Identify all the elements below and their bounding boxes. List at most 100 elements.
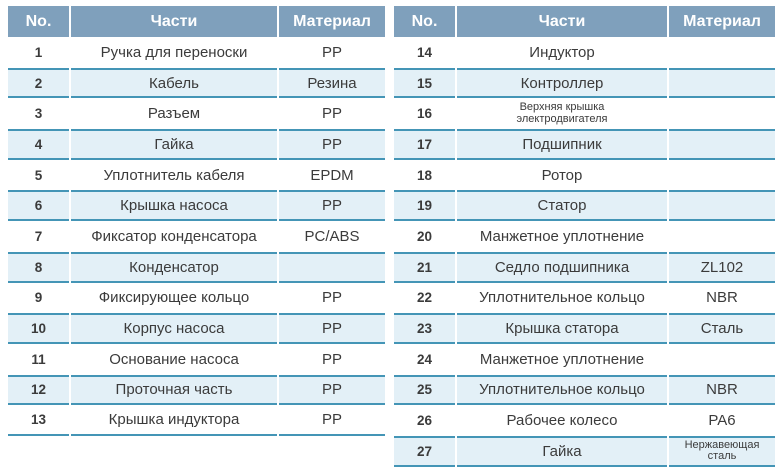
row-part-name: Статор (457, 190, 667, 222)
row-part-name: Крышка насоса (71, 190, 277, 222)
row-material: Сталь (669, 313, 775, 344)
header-no: No. (8, 6, 69, 37)
row-part-name: Контроллер (457, 67, 667, 99)
row-part-name: Верхняя крышка электродвигателя (457, 98, 667, 130)
row-material: PP (279, 405, 385, 436)
table-row: 8 Конденсатор (8, 251, 385, 283)
row-part-name: Корпус насоса (71, 313, 277, 344)
row-part-name: Индуктор (457, 37, 667, 68)
row-number: 2 (8, 67, 69, 99)
table-row: 11 Основание насоса PP (8, 343, 385, 375)
header-material: Материал (669, 6, 775, 37)
table-row: 4 Гайка PP (8, 129, 385, 160)
header-parts: Части (71, 6, 277, 37)
row-material: PP (279, 37, 385, 68)
table-row: 3 Разъем PP (8, 98, 385, 130)
row-number: 17 (394, 129, 455, 160)
table-header: No. Части Материал (8, 6, 385, 37)
row-number: 19 (394, 190, 455, 222)
table-body: 14 Индуктор 15 Контроллер 16 Верхняя крышка э… (394, 37, 775, 467)
row-number: 16 (394, 98, 455, 130)
row-material: PP (279, 98, 385, 130)
row-number: 27 (394, 435, 455, 467)
table-row: 7 Фиксатор конденсатора PC/ABS (8, 221, 385, 252)
row-part-name: Манжетное уплотнение (457, 221, 667, 252)
header-parts: Части (457, 6, 667, 37)
row-number: 1 (8, 37, 69, 68)
row-part-name: Разъем (71, 98, 277, 130)
row-part-name: Уплотнительное кольцо (457, 282, 667, 314)
row-part-name: Подшипник (457, 129, 667, 160)
row-material: NBR (669, 282, 775, 314)
table-row: 23 Крышка статора Сталь (394, 313, 775, 344)
table-row: 16 Верхняя крышка электродвигателя (394, 98, 775, 130)
row-number: 10 (8, 313, 69, 344)
row-number: 25 (394, 374, 455, 406)
row-material (669, 37, 775, 68)
row-material: PP (279, 190, 385, 222)
row-part-name: Крышка индуктора (71, 405, 277, 436)
row-material (669, 67, 775, 99)
row-material: Нержавеющая сталь (669, 435, 775, 467)
row-number: 22 (394, 282, 455, 314)
table-body: 1 Ручка для переноски PP 2 Кабель Резина 3 Разъ… (8, 37, 385, 436)
row-number: 18 (394, 159, 455, 191)
row-part-name: Фиксирующее кольцо (71, 282, 277, 314)
row-material (279, 251, 385, 283)
table-row: 19 Статор (394, 190, 775, 222)
row-material (669, 343, 775, 375)
row-part-name: Кабель (71, 67, 277, 99)
row-material: Резина (279, 67, 385, 99)
row-material: ZL102 (669, 251, 775, 283)
row-number: 23 (394, 313, 455, 344)
row-material: PP (279, 282, 385, 314)
row-material (669, 190, 775, 222)
row-part-name: Конденсатор (71, 251, 277, 283)
table-row: 18 Ротор (394, 159, 775, 191)
table-row: 5 Уплотнитель кабеля EPDM (8, 159, 385, 191)
table-row: 9 Фиксирующее кольцо PP (8, 282, 385, 314)
row-number: 9 (8, 282, 69, 314)
row-number: 11 (8, 343, 69, 375)
row-part-name: Уплотнительное кольцо (457, 374, 667, 406)
row-number: 15 (394, 67, 455, 99)
row-material (669, 98, 775, 130)
row-number: 3 (8, 98, 69, 130)
row-material: PC/ABS (279, 221, 385, 252)
table-row: 17 Подшипник (394, 129, 775, 160)
row-part-name: Гайка (71, 129, 277, 160)
table-row: 24 Манжетное уплотнение (394, 343, 775, 375)
row-part-name: Манжетное уплотнение (457, 343, 667, 375)
header-material: Материал (279, 6, 385, 37)
table-row: 21 Седло подшипника ZL102 (394, 251, 775, 283)
row-number: 8 (8, 251, 69, 283)
row-number: 14 (394, 37, 455, 68)
row-part-name: Ручка для переноски (71, 37, 277, 68)
row-number: 5 (8, 159, 69, 191)
row-number: 26 (394, 405, 455, 436)
row-part-name: Проточная часть (71, 374, 277, 406)
row-material: PP (279, 129, 385, 160)
row-number: 24 (394, 343, 455, 375)
row-part-name: Основание насоса (71, 343, 277, 375)
table-row: 27 Гайка Нержавеющая сталь (394, 435, 775, 467)
table-row: 10 Корпус насоса PP (8, 313, 385, 344)
row-material (669, 159, 775, 191)
row-part-name: Ротор (457, 159, 667, 191)
row-part-name: Крышка статора (457, 313, 667, 344)
row-material: PP (279, 374, 385, 406)
row-number: 13 (8, 405, 69, 436)
table-row: 14 Индуктор (394, 37, 775, 68)
row-material: NBR (669, 374, 775, 406)
row-number: 4 (8, 129, 69, 160)
table-row: 12 Проточная часть PP (8, 374, 385, 406)
row-material: PP (279, 313, 385, 344)
table-row: 2 Кабель Резина (8, 67, 385, 99)
table-row: 6 Крышка насоса PP (8, 190, 385, 222)
row-number: 20 (394, 221, 455, 252)
row-part-name: Уплотнитель кабеля (71, 159, 277, 191)
row-material (669, 221, 775, 252)
table-row: 22 Уплотнительное кольцо NBR (394, 282, 775, 314)
row-material (669, 129, 775, 160)
header-no: No. (394, 6, 455, 37)
